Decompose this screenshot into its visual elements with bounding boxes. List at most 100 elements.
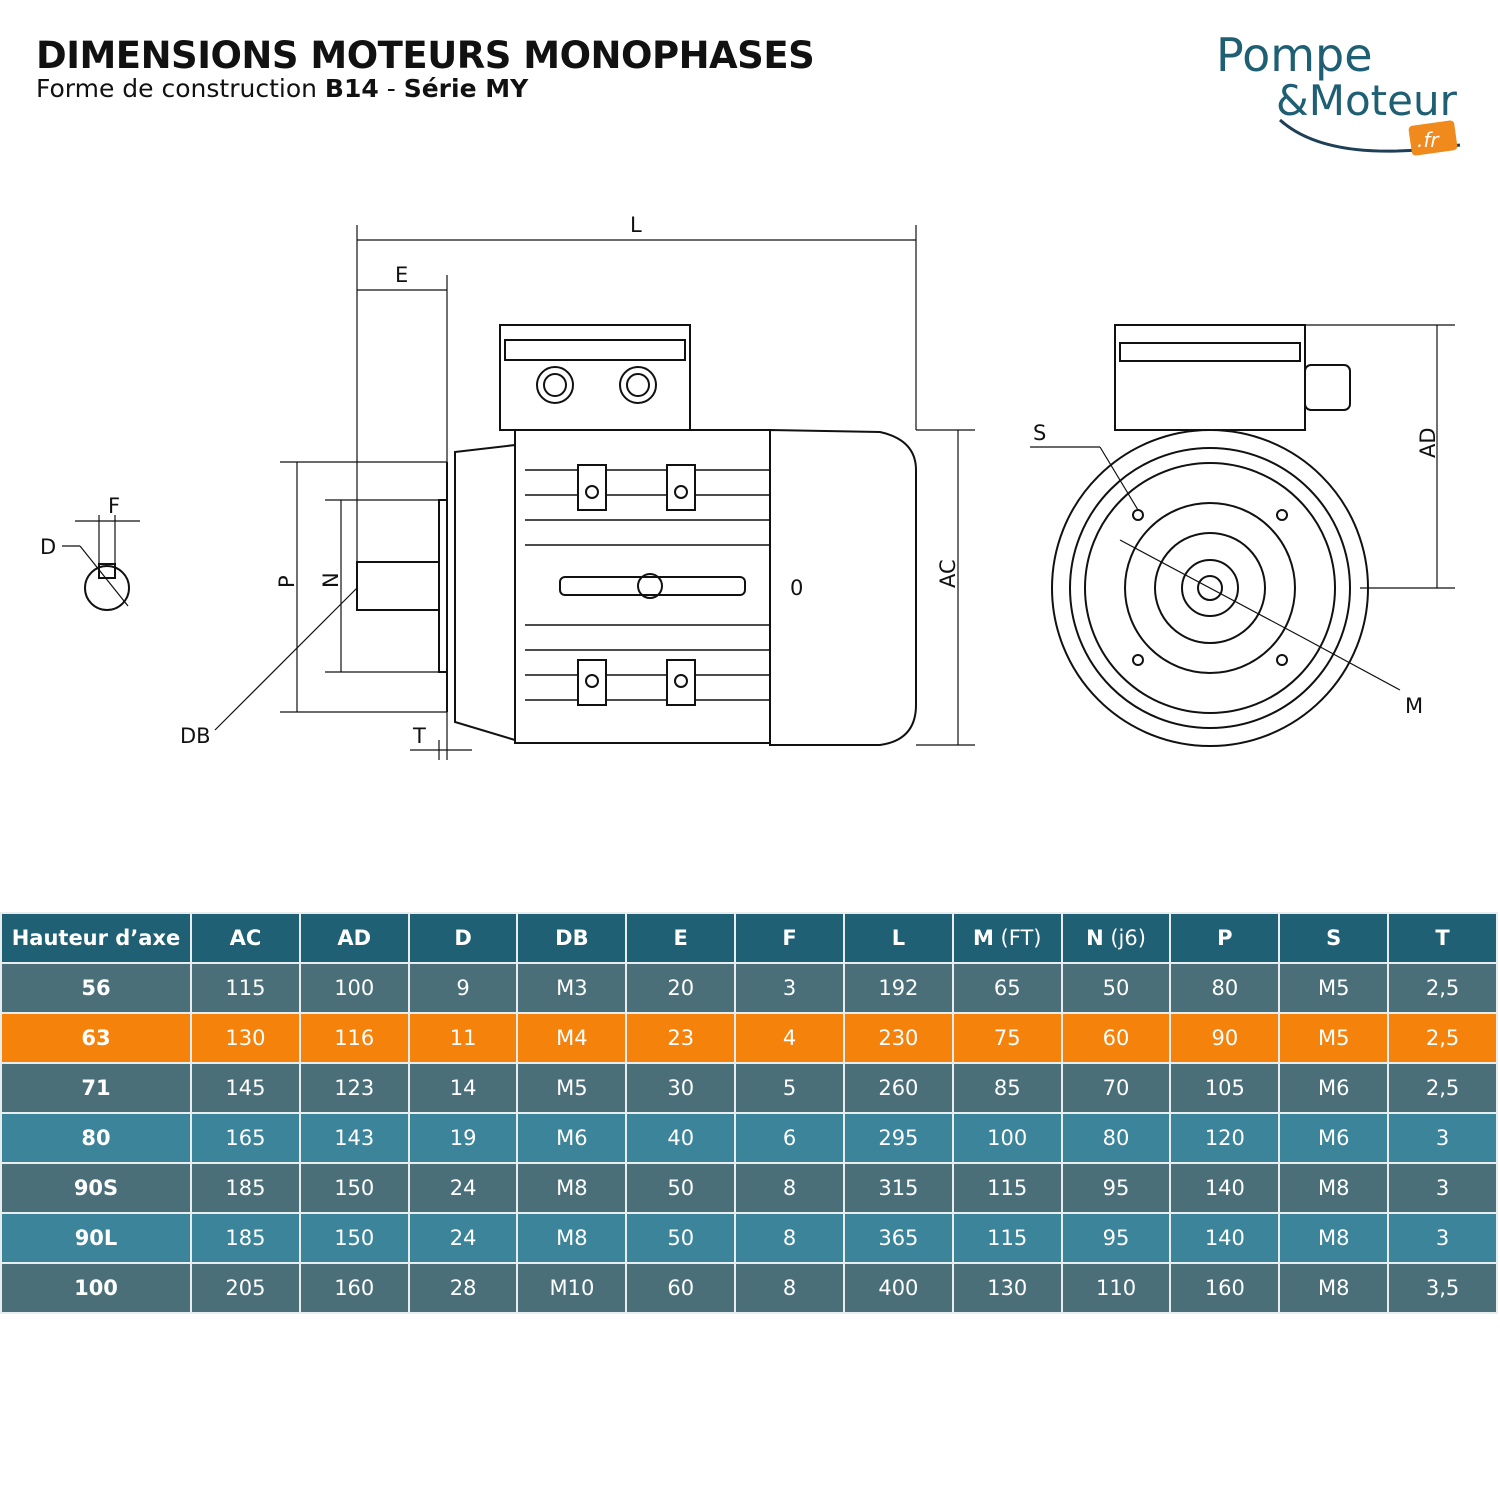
subtitle-text: Forme de construction — [36, 74, 325, 103]
dimensions-table: Hauteur d’axe AC AD D DB E F L M (FT) N (j6) P S T 5… — [0, 912, 1498, 1314]
table-cell: 185 — [190, 1212, 301, 1264]
table-cell: 14 — [407, 1062, 519, 1114]
column-header: F — [734, 912, 845, 964]
table-cell: 230 — [842, 1012, 954, 1064]
motor-dimension-drawing: F D L E 0 — [40, 213, 1455, 760]
table-cell: 2,5 — [1387, 1012, 1498, 1064]
table-cell: M3 — [516, 962, 628, 1014]
table-cell: 28 — [407, 1262, 519, 1314]
column-header-label: M — [972, 926, 994, 950]
column-header-label: Hauteur d’axe — [11, 926, 181, 950]
table-cell: 30 — [625, 1062, 737, 1114]
column-header-label: P — [1217, 926, 1233, 950]
table-cell: 2,5 — [1387, 1062, 1498, 1114]
table-cell: 120 — [1169, 1112, 1281, 1164]
logo-line2: &Moteur — [1276, 76, 1458, 125]
table-cell: M5 — [1278, 962, 1390, 1014]
label-T: T — [412, 724, 426, 748]
column-header: AC — [190, 912, 301, 964]
column-header: AD — [298, 912, 410, 964]
table-cell: 90S — [0, 1162, 192, 1214]
table-cell: M4 — [516, 1012, 628, 1064]
column-header: Hauteur d’axe — [0, 912, 192, 964]
table-cell: 56 — [0, 962, 192, 1014]
table-cell: 365 — [842, 1212, 954, 1264]
shaft-section-detail: F D — [40, 494, 140, 611]
label-DB: DB — [180, 724, 211, 748]
table-cell: 90L — [0, 1212, 192, 1264]
label-P: P — [275, 575, 299, 588]
table-cell: 140 — [1169, 1162, 1281, 1214]
table-cell: 50 — [1060, 962, 1172, 1014]
table-cell: 50 — [625, 1162, 737, 1214]
table-cell: 130 — [951, 1262, 1063, 1314]
brand-logo: Pompe &Moteur .fr — [1216, 28, 1461, 156]
table-row: 63 130 116 11 M4 23 4 230 75 60 90 M5 2,5 — [0, 1012, 1498, 1064]
label-D: D — [40, 535, 56, 559]
table-cell: 160 — [298, 1262, 410, 1314]
table-cell: 115 — [190, 962, 301, 1014]
table-cell: 100 — [951, 1112, 1063, 1164]
column-header-label: D — [454, 926, 472, 950]
table-cell: 80 — [0, 1112, 192, 1164]
column-header-unit: (FT) — [993, 926, 1042, 950]
table-row: 90S 185 150 24 M8 50 8 315 115 95 140 M8 3 — [0, 1162, 1498, 1214]
table-cell: 80 — [1060, 1112, 1172, 1164]
table-cell: 140 — [1169, 1212, 1281, 1264]
table-cell: 150 — [298, 1212, 410, 1264]
logo-line1: Pompe — [1216, 28, 1373, 82]
table-cell: 80 — [1169, 962, 1281, 1014]
table-cell: 65 — [951, 962, 1063, 1014]
table-row: 71 145 123 14 M5 30 5 260 85 70 105 M6 2,5 — [0, 1062, 1498, 1114]
table-cell: 123 — [298, 1062, 410, 1114]
table-cell: 130 — [190, 1012, 301, 1064]
column-header-label: DB — [555, 926, 589, 950]
page-subtitle: Forme de construction B14 - Série MY — [36, 74, 528, 103]
table-cell: 75 — [951, 1012, 1063, 1064]
subtitle-series: Série MY — [403, 74, 529, 103]
table-cell: 100 — [0, 1262, 192, 1314]
table-cell: M6 — [516, 1112, 628, 1164]
table-cell: 5 — [734, 1062, 845, 1114]
table-cell: 40 — [625, 1112, 737, 1164]
column-header: L — [842, 912, 954, 964]
table-cell: M6 — [1278, 1112, 1390, 1164]
table-cell: M8 — [1278, 1212, 1390, 1264]
column-header: N (j6) — [1060, 912, 1172, 964]
column-header-unit: (j6) — [1103, 926, 1146, 950]
table-cell: 100 — [298, 962, 410, 1014]
table-cell: 400 — [842, 1262, 954, 1314]
column-header: S — [1278, 912, 1390, 964]
column-header-label: S — [1326, 926, 1342, 950]
table-cell: 24 — [407, 1162, 519, 1214]
table-cell: 143 — [298, 1112, 410, 1164]
label-L: L — [630, 213, 642, 237]
column-header-label: T — [1435, 926, 1450, 950]
motor-side-view: L E 0 P N DB — [180, 213, 975, 760]
table-cell: 105 — [1169, 1062, 1281, 1114]
table-cell: 315 — [842, 1162, 954, 1214]
table-cell: 160 — [1169, 1262, 1281, 1314]
table-cell: 3 — [734, 962, 845, 1014]
column-header: P — [1169, 912, 1281, 964]
label-N: N — [319, 572, 343, 588]
table-cell: 8 — [734, 1262, 845, 1314]
table-cell: 3 — [1387, 1162, 1498, 1214]
table-row: 80 165 143 19 M6 40 6 295 100 80 120 M6 3 — [0, 1112, 1498, 1164]
table-cell: 260 — [842, 1062, 954, 1114]
column-header-label: L — [891, 926, 906, 950]
column-header-label: E — [673, 926, 688, 950]
table-cell: 3 — [1387, 1112, 1498, 1164]
table-cell: 116 — [298, 1012, 410, 1064]
table-cell: 11 — [407, 1012, 519, 1064]
table-cell: 60 — [1060, 1012, 1172, 1064]
column-header: T — [1387, 912, 1498, 964]
table-cell: M10 — [516, 1262, 628, 1314]
table-cell: 9 — [407, 962, 519, 1014]
table-cell: 150 — [298, 1162, 410, 1214]
motor-front-view: S M AD — [1030, 324, 1455, 747]
table-cell: 205 — [190, 1262, 301, 1314]
page-title: DIMENSIONS MOTEURS MONOPHASES — [36, 34, 815, 77]
table-cell: 8 — [734, 1212, 845, 1264]
column-header-label: F — [782, 926, 797, 950]
